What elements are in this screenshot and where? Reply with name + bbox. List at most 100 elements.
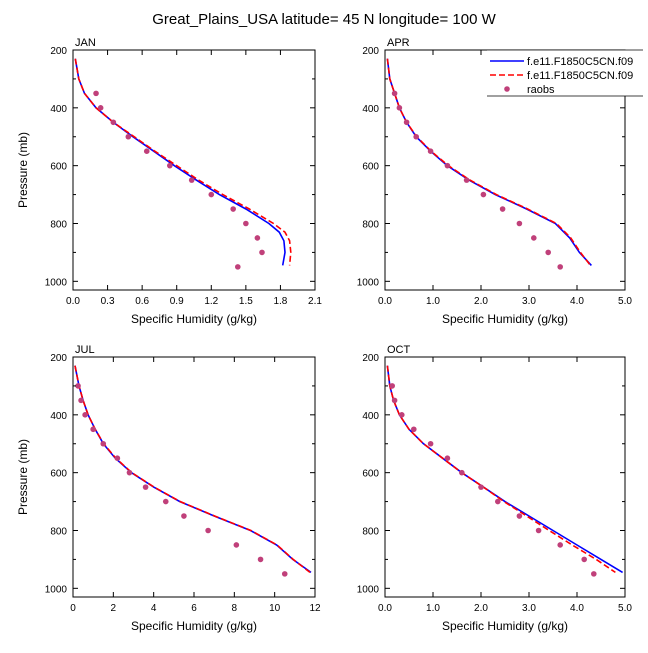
raobs-point (516, 513, 523, 519)
raobs-point (126, 469, 133, 476)
raobs-point (495, 498, 501, 505)
series-line-dashed (74, 58, 292, 266)
raobs-point (480, 191, 487, 198)
panel-label: OCT (387, 344, 411, 356)
x-tick-label: 4.0 (570, 603, 584, 614)
legend-label: f.e11.F1850C5CN.f09 (527, 56, 633, 68)
raobs-point (110, 119, 117, 126)
chart-title: Great_Plains_USA latitude= 45 N longitud… (152, 11, 496, 28)
raobs-point (125, 133, 132, 140)
raobs-point (181, 513, 187, 519)
x-axis-label: Specific Humidity (g/kg) (442, 312, 568, 326)
x-tick-label: 1.2 (204, 296, 218, 307)
x-tick-label: 4.0 (570, 296, 584, 307)
raobs-point (389, 383, 396, 389)
raobs-point (259, 249, 265, 256)
raobs-point (411, 426, 417, 433)
plot-frame (72, 356, 316, 598)
y-tick-label: 400 (50, 411, 67, 422)
y-tick-label: 800 (362, 526, 379, 537)
panel-label: APR (387, 37, 410, 49)
raobs-point (557, 264, 563, 270)
x-axis-label: Specific Humidity (g/kg) (131, 312, 257, 326)
y-tick-label: 600 (362, 162, 379, 173)
raobs-point (459, 469, 465, 476)
raobs-point (257, 556, 264, 563)
x-tick-label: 1.0 (426, 603, 440, 614)
y-axis-label: Pressure (mb) (16, 132, 30, 208)
x-axis-label: Specific Humidity (g/kg) (131, 619, 257, 633)
raobs-point (591, 571, 597, 577)
legend-marker (504, 86, 510, 92)
y-tick-label: 1000 (45, 584, 68, 595)
y-tick-label: 800 (362, 219, 379, 230)
x-tick-label: 0.0 (378, 296, 392, 307)
x-tick-label: 5.0 (618, 296, 632, 307)
raobs-point (444, 162, 451, 169)
raobs-point (167, 162, 173, 169)
x-tick-label: 0.6 (135, 296, 149, 307)
x-tick-label: 6 (191, 603, 197, 614)
y-tick-label: 200 (362, 353, 379, 364)
x-tick-label: 2 (111, 603, 117, 614)
y-tick-label: 400 (362, 104, 379, 115)
raobs-point (581, 556, 587, 563)
raobs-point (499, 206, 506, 212)
panel-label: JUL (75, 344, 95, 356)
y-tick-label: 1000 (357, 584, 380, 595)
legend-label: f.e11.F1850C5CN.f09 (527, 70, 633, 82)
x-tick-label: 3.0 (522, 296, 536, 307)
raobs-point (531, 235, 537, 241)
y-tick-label: 400 (50, 104, 67, 115)
raobs-point (243, 220, 249, 227)
raobs-point (208, 191, 215, 198)
raobs-point (427, 148, 434, 155)
x-tick-label: 10 (269, 603, 281, 614)
y-tick-label: 600 (50, 162, 67, 173)
y-tick-label: 800 (50, 526, 67, 537)
raobs-point (205, 527, 211, 534)
panel-apr: 0.0 1.0 2.0 3.0 4.0 5.0 200 400 600 800 1000 APR Spe… (357, 37, 633, 326)
y-tick-label: 1000 (357, 277, 380, 288)
raobs-point (97, 105, 104, 111)
x-tick-label: 4 (151, 603, 157, 614)
x-tick-label: 8 (232, 603, 238, 614)
series-line-solid (74, 58, 286, 266)
legend-label: raobs (527, 84, 555, 96)
plot-frame (384, 356, 626, 598)
y-tick-label: 1000 (45, 277, 68, 288)
raobs-point (100, 440, 107, 447)
raobs-point (234, 264, 241, 270)
raobs-point (444, 455, 451, 462)
raobs-point (230, 206, 236, 212)
panel-jul: 0 2 4 6 8 10 12 200 400 600 800 1000 JUL Specific Hum… (16, 344, 321, 633)
x-axis-label: Specific Humidity (g/kg) (442, 619, 568, 633)
raobs-point (75, 383, 81, 389)
panel-jan: 0.0 0.3 0.6 0.9 1.2 1.5 1.8 2.1 200 400 600 800 1000… (16, 37, 322, 326)
y-tick-label: 200 (50, 353, 67, 364)
series-line-solid (386, 365, 624, 574)
raobs-point (396, 105, 403, 111)
raobs-point (478, 484, 484, 490)
series-line-dashed (74, 365, 311, 574)
x-tick-label: 5.0 (618, 603, 632, 614)
x-tick-label: 0.0 (378, 603, 392, 614)
raobs-point (78, 397, 84, 404)
x-tick-label: 0 (70, 603, 76, 614)
raobs-point (535, 527, 542, 534)
raobs-point (162, 498, 169, 505)
x-tick-label: 0.9 (170, 296, 184, 307)
raobs-point (188, 177, 195, 183)
x-tick-label: 2.0 (474, 296, 488, 307)
raobs-point (114, 455, 121, 462)
raobs-point (254, 235, 261, 241)
y-tick-label: 200 (50, 46, 67, 57)
raobs-point (413, 133, 420, 140)
raobs-point (427, 440, 434, 447)
raobs-point (391, 90, 398, 97)
raobs-point (463, 177, 470, 183)
plot-frame (72, 49, 316, 291)
raobs-point (557, 542, 563, 548)
